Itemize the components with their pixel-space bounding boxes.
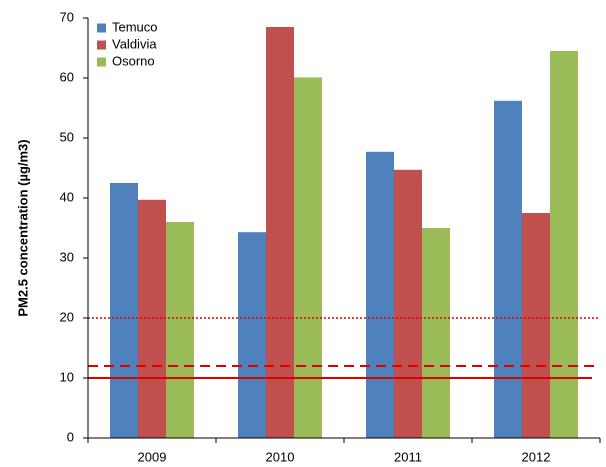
y-axis-title: PM2.5 concentration (µg/m3): [15, 139, 30, 316]
bar: [494, 100, 522, 439]
y-tick-label: 20: [60, 309, 74, 324]
legend-label: Osorno: [112, 53, 155, 68]
x-tick-label: 2010: [266, 449, 295, 464]
y-tick-label: 40: [60, 189, 74, 204]
legend-swatch: [97, 57, 106, 67]
bar: [394, 169, 422, 439]
x-tick-label: 2012: [522, 449, 551, 464]
legend-swatch: [97, 23, 106, 33]
y-tick-label: 50: [60, 129, 74, 144]
bar: [166, 222, 194, 438]
y-tick-label: 30: [60, 249, 74, 264]
y-tick-label: 70: [60, 9, 74, 24]
bar: [522, 213, 550, 438]
bar: [550, 51, 578, 438]
bar: [238, 232, 266, 438]
y-tick-label: 10: [60, 369, 74, 384]
legend-swatch: [97, 40, 106, 50]
bar: [110, 183, 138, 438]
legend-label: Valdivia: [112, 36, 157, 51]
bar: [294, 77, 322, 439]
bar: [422, 228, 450, 438]
bar: [366, 151, 394, 439]
bar: [266, 27, 294, 438]
y-tick-label: 60: [60, 69, 74, 84]
y-tick-label: 0: [67, 429, 74, 444]
x-tick-label: 2009: [138, 449, 167, 464]
bar: [138, 199, 166, 438]
legend-label: Temuco: [112, 19, 158, 34]
x-tick-label: 2011: [394, 449, 422, 464]
